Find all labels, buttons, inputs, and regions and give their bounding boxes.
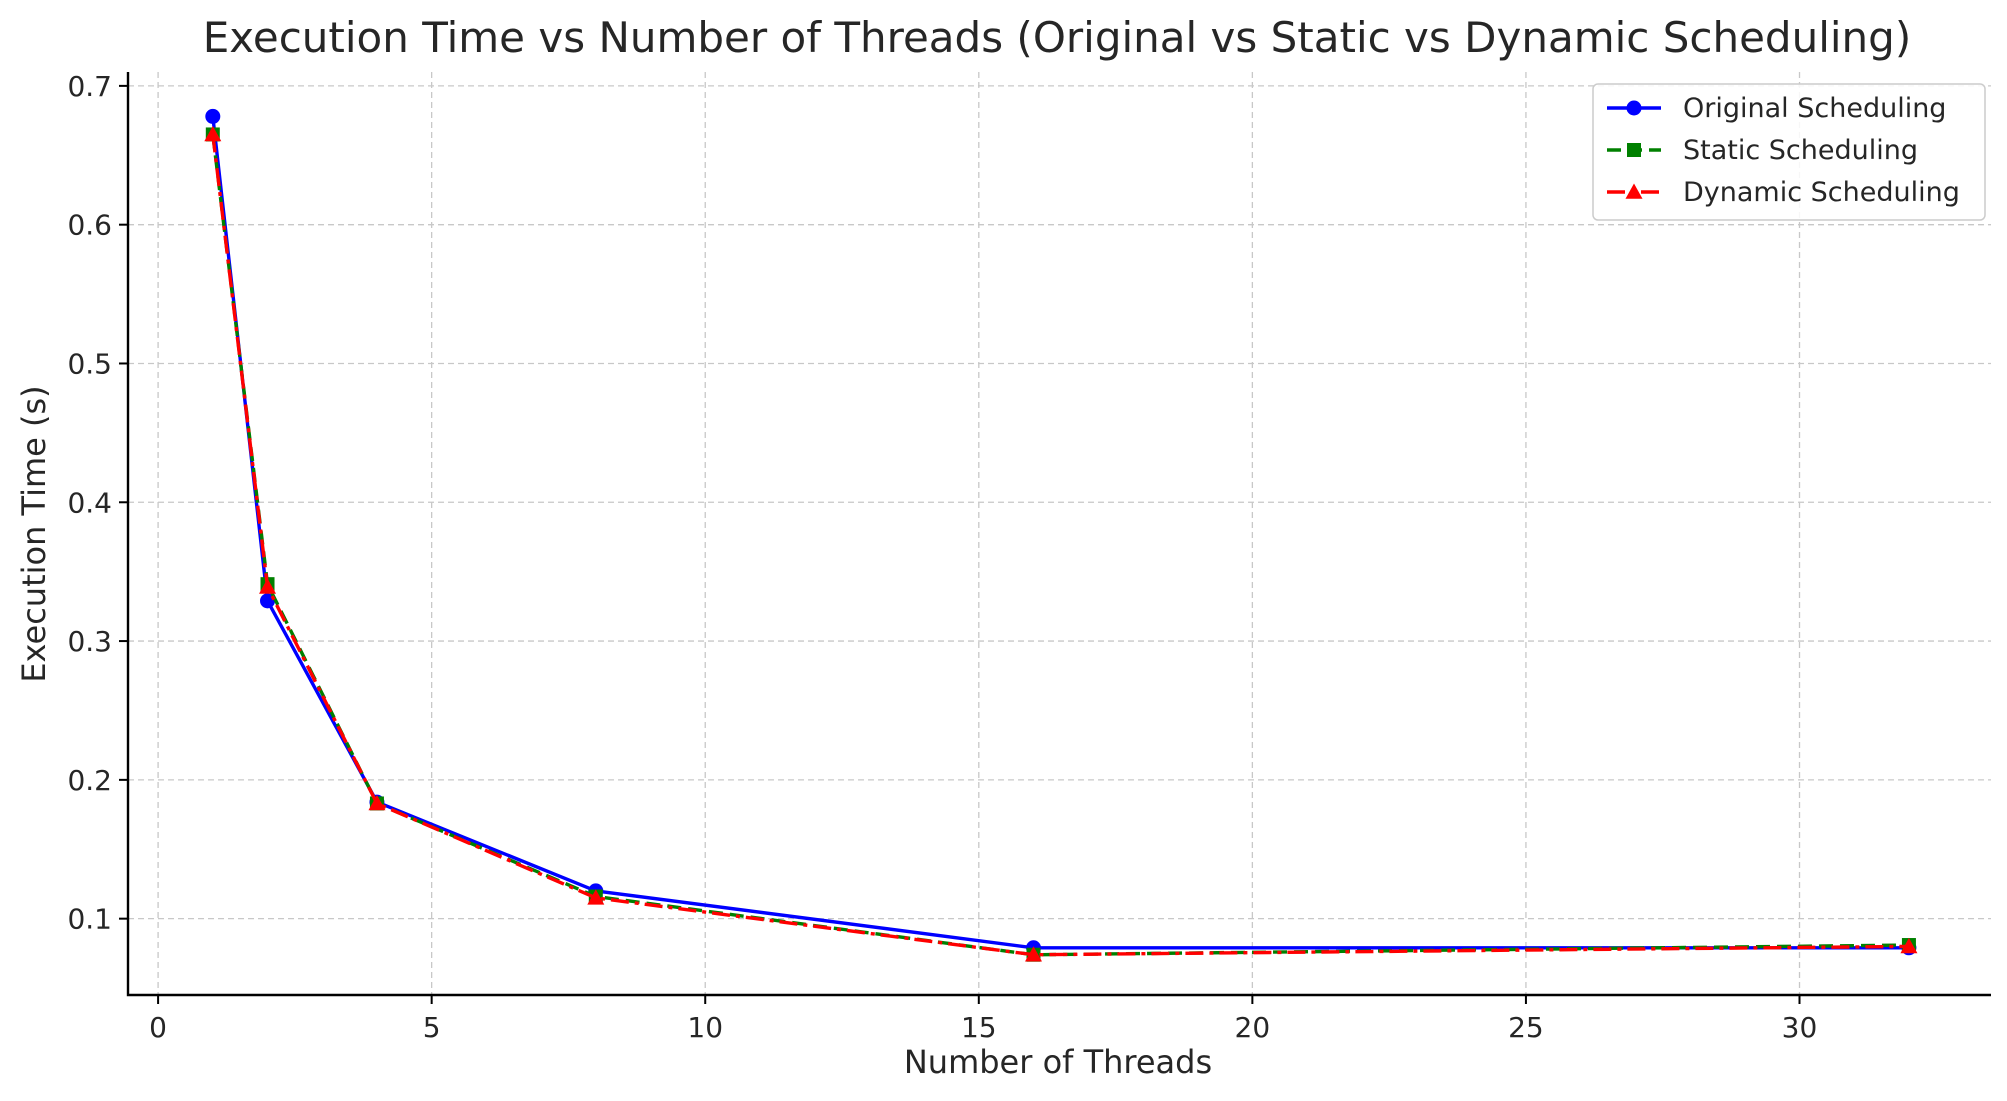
data-point [1025, 946, 1043, 962]
x-tick-label: 0 [149, 1011, 167, 1044]
legend-label: Dynamic Scheduling [1683, 177, 1960, 208]
legend-label: Static Scheduling [1683, 135, 1918, 166]
legend-item: Static Scheduling [1607, 135, 1918, 166]
axes: 0 5 10 15 20 25 30 0.1 0.2 0.3 0.4 0.5 0.6 0.7 [67, 70, 1991, 1044]
y-tick-label: 0.2 [67, 764, 112, 797]
series-line [211, 134, 1909, 957]
x-tick-label: 15 [961, 1011, 997, 1044]
y-tick-label: 0.5 [67, 347, 112, 380]
series-line [211, 134, 1909, 957]
y-tick-label: 0.3 [67, 625, 112, 658]
data-point [368, 794, 386, 811]
chart-title: Execution Time vs Number of Threads (Ori… [203, 13, 1911, 62]
legend-item: Dynamic Scheduling [1607, 177, 1960, 208]
legend-box [1592, 83, 1986, 221]
legend-item: Original Scheduling [1607, 93, 1946, 124]
y-axis-label: Execution Time (s) [15, 385, 53, 682]
data-point [587, 889, 605, 905]
x-tick-label: 10 [687, 1011, 723, 1044]
series-layer [204, 108, 1918, 962]
data-point [204, 125, 222, 142]
y-tick-label: 0.7 [67, 70, 112, 103]
legend: Original Scheduling Static Scheduling Dyna… [1592, 83, 1986, 221]
x-tick-label: 5 [423, 1011, 441, 1044]
y-tick-label: 0.1 [67, 903, 112, 936]
series-dynamic-scheduling [204, 125, 1918, 962]
y-tick-label: 0.6 [67, 209, 112, 242]
grid [128, 72, 1991, 995]
data-point [205, 108, 221, 124]
x-tick-label: 25 [1508, 1011, 1544, 1044]
series-original-scheduling [205, 108, 1917, 956]
legend-label: Original Scheduling [1683, 93, 1946, 124]
legend-marker [1627, 143, 1641, 157]
x-tick-label: 20 [1235, 1011, 1271, 1044]
data-point [1900, 937, 1918, 954]
series-line [211, 116, 1909, 950]
x-axis-label: Number of Threads [904, 1043, 1212, 1081]
data-point [259, 578, 277, 594]
y-tick-label: 0.4 [67, 486, 112, 519]
axis-spines [126, 72, 1991, 997]
legend-marker [1625, 183, 1643, 199]
x-tick-label: 30 [1782, 1011, 1818, 1044]
legend-marker [1626, 100, 1642, 116]
